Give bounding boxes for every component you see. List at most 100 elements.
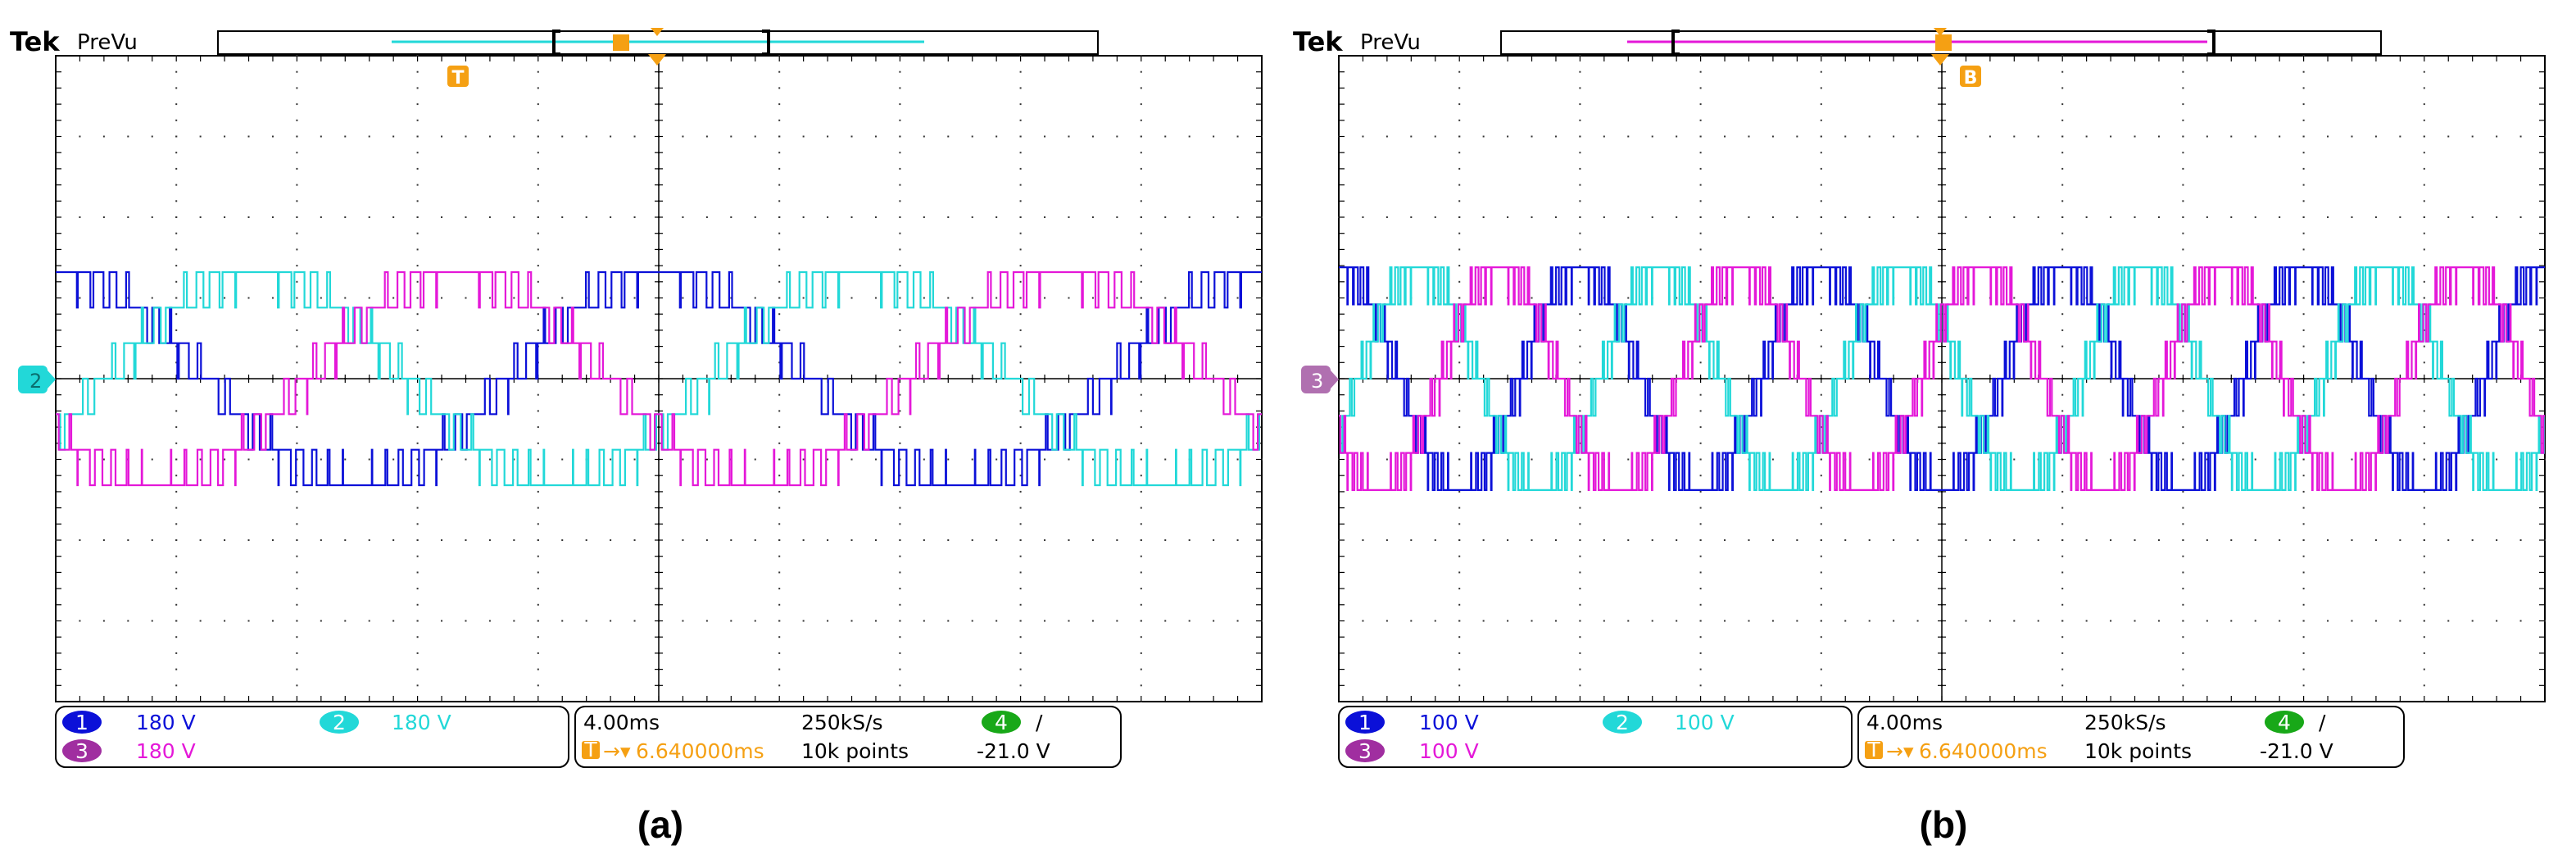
graticule-dot bbox=[995, 458, 998, 461]
graticule-dot bbox=[850, 458, 853, 461]
graticule-dot bbox=[1140, 684, 1142, 687]
graticule-dot bbox=[1579, 248, 1581, 251]
graticule-dot bbox=[585, 539, 587, 541]
graticule-dot bbox=[320, 135, 322, 138]
graticule-dot bbox=[2496, 620, 2498, 622]
graticule-dot bbox=[1579, 442, 1581, 444]
graticule-dot bbox=[2254, 458, 2256, 461]
graticule-dot bbox=[1019, 184, 1022, 186]
graticule-dot bbox=[416, 361, 419, 364]
graticule-dot bbox=[416, 393, 419, 396]
graticule-dot bbox=[247, 297, 250, 299]
graticule-dot bbox=[1458, 588, 1461, 590]
graticule-dot bbox=[224, 297, 226, 299]
graticule-dot bbox=[899, 442, 901, 444]
graticule-dot bbox=[730, 297, 732, 299]
graticule-dot bbox=[2302, 135, 2305, 138]
graticule-dot bbox=[175, 265, 178, 267]
graticule-dot bbox=[416, 297, 419, 299]
graticule-dot bbox=[1554, 620, 1557, 622]
graticule-dot bbox=[1164, 620, 1167, 622]
graticule-dot bbox=[296, 393, 298, 396]
graticule-dot bbox=[2496, 458, 2498, 461]
graticule-dot bbox=[1140, 200, 1142, 202]
graticule-dot bbox=[1019, 684, 1022, 687]
graticule-dot bbox=[1140, 475, 1142, 477]
graticule-dot bbox=[1579, 313, 1581, 316]
graticule-dot bbox=[923, 620, 925, 622]
graticule-dot bbox=[971, 297, 973, 299]
graticule-dot bbox=[2423, 167, 2425, 170]
graticule-dot bbox=[778, 345, 781, 348]
graticule-dot bbox=[1091, 539, 1094, 541]
graticule-dot bbox=[1820, 539, 1822, 541]
graticule-dot bbox=[2423, 248, 2425, 251]
graticule-dot bbox=[2061, 329, 2064, 331]
graticule-dot bbox=[416, 571, 419, 574]
graticule-dot bbox=[1140, 555, 1142, 557]
graticule-dot bbox=[1482, 539, 1485, 541]
graticule-dot bbox=[2182, 184, 2184, 186]
graticule-dot bbox=[1458, 167, 1461, 170]
graticule-dot bbox=[296, 636, 298, 639]
graticule-dot bbox=[416, 620, 419, 622]
graticule-dot bbox=[610, 216, 612, 218]
graticule-dot bbox=[1458, 410, 1461, 412]
graticule-dot bbox=[2085, 539, 2088, 541]
graticule-dot bbox=[296, 280, 298, 283]
graticule-dot bbox=[416, 426, 419, 429]
graticule-dot bbox=[899, 361, 901, 364]
graticule-dot bbox=[1771, 216, 1774, 218]
graticule-dot bbox=[1019, 70, 1022, 73]
graticule-dot bbox=[175, 297, 178, 299]
graticule-dot bbox=[633, 620, 636, 622]
graticule-dot bbox=[2423, 410, 2425, 412]
graticule-dot bbox=[79, 135, 81, 138]
graticule-dot bbox=[2302, 652, 2305, 654]
graticule-dot bbox=[392, 539, 395, 541]
trace-group bbox=[1339, 266, 2545, 491]
graticule-dot bbox=[1458, 620, 1461, 622]
graticule-dot bbox=[1699, 555, 1702, 557]
graticule-dot bbox=[416, 636, 419, 639]
graticule-dot bbox=[2182, 361, 2184, 364]
graticule-dot bbox=[441, 539, 443, 541]
graticule-dot bbox=[537, 119, 539, 121]
graticule-dot bbox=[416, 523, 419, 525]
graticule-dot bbox=[2302, 280, 2305, 283]
graticule-dot bbox=[778, 668, 781, 670]
graticule-dot bbox=[1579, 490, 1581, 493]
channel-1-scale: 100 V bbox=[1419, 711, 1479, 734]
graticule-dot bbox=[296, 313, 298, 316]
graticule-dot bbox=[537, 313, 539, 316]
graticule-dot bbox=[2302, 216, 2305, 218]
scope-a-svg: Tek PreVu T 2 1 180 V 2 180 V 3 180 V 4.… bbox=[10, 26, 1263, 846]
graticule-dot bbox=[1579, 200, 1581, 202]
graticule-dot bbox=[368, 539, 370, 541]
graticule-dot bbox=[175, 636, 178, 639]
graticule-dot bbox=[1820, 248, 1822, 251]
graticule-dot bbox=[2182, 555, 2184, 557]
graticule-dot bbox=[971, 458, 973, 461]
graticule-dot bbox=[513, 297, 515, 299]
graticule-dot bbox=[1579, 684, 1581, 687]
graticule-dot bbox=[561, 458, 564, 461]
graticule-dot bbox=[79, 539, 81, 541]
graticule-dot bbox=[1482, 216, 1485, 218]
graticule-dot bbox=[827, 539, 829, 541]
trace-group bbox=[56, 270, 1262, 487]
graticule-dot bbox=[778, 442, 781, 444]
graticule-dot bbox=[296, 200, 298, 202]
graticule-dot bbox=[2327, 620, 2329, 622]
graticule-dot bbox=[1458, 539, 1461, 541]
graticule-dot bbox=[537, 329, 539, 331]
brand-logo: Tek bbox=[1293, 26, 1343, 57]
graticule-dot bbox=[320, 297, 322, 299]
graticule-dot bbox=[778, 410, 781, 412]
graticule-dot bbox=[1748, 216, 1750, 218]
channel-1-number: 1 bbox=[75, 711, 88, 734]
graticule-dot bbox=[175, 507, 178, 509]
graticule-dot bbox=[1019, 620, 1022, 622]
graticule-dot bbox=[1579, 119, 1581, 121]
graticule-dot bbox=[2061, 232, 2064, 234]
